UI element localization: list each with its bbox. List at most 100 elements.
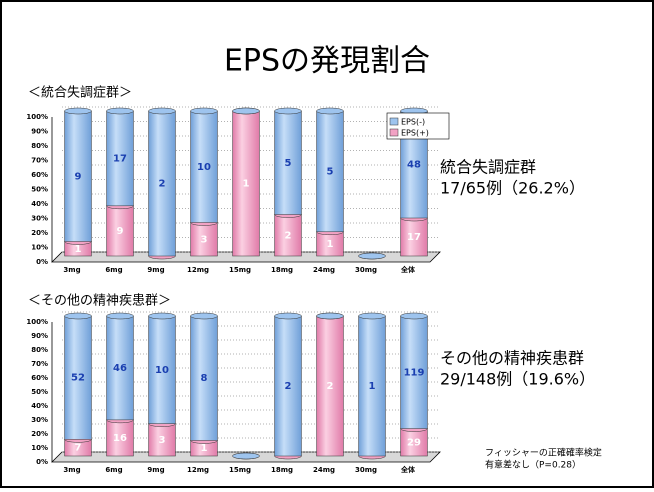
legend-swatch: [389, 117, 399, 126]
y-tick-label: 20%: [31, 430, 48, 438]
x-tick-label: 30mg: [355, 266, 377, 274]
bar-cap: [148, 107, 176, 115]
bar-segment: [316, 231, 344, 257]
legend-swatch: [389, 128, 399, 137]
chart-title: ＜その他の精神疾患群＞: [28, 294, 171, 309]
x-tick-label: 24mg: [313, 266, 335, 274]
y-tick-label: 70%: [31, 360, 48, 368]
annotation: 17/65例（26.2%）: [440, 179, 585, 198]
y-tick-label: 50%: [31, 186, 48, 194]
data-label: 1: [201, 443, 208, 454]
legend-label: EPS(-): [401, 118, 425, 127]
x-tick-label: 15mg: [229, 466, 251, 474]
bar-cap: [232, 107, 260, 115]
y-tick-label: 30%: [31, 215, 48, 223]
bar-segment: [400, 428, 428, 457]
data-label: 3: [201, 234, 208, 245]
bar-cap: [358, 312, 386, 320]
y-tick-label: 60%: [31, 374, 48, 382]
x-tick-label: 3mg: [63, 466, 80, 474]
data-label: 5: [327, 166, 334, 177]
data-label: 1: [369, 381, 376, 392]
annotation: 有意差なし（P=0.28）: [485, 459, 581, 471]
bar-segment: [190, 110, 218, 223]
bar-cap: [400, 312, 428, 320]
bar-cap: [316, 107, 344, 115]
x-tick-label: 全体: [400, 265, 416, 274]
data-label: 1: [75, 244, 82, 255]
data-label: 17: [407, 232, 421, 243]
data-label: 10: [155, 365, 169, 376]
legend-label: EPS(+): [401, 129, 429, 138]
x-tick-label: 24mg: [313, 466, 335, 474]
x-tick-label: 9mg: [147, 266, 164, 274]
bar-cap: [106, 312, 134, 320]
x-tick-label: 12mg: [187, 466, 209, 474]
bar-cap: [148, 312, 176, 320]
data-label: 48: [407, 160, 421, 171]
y-tick-label: 90%: [31, 128, 48, 136]
data-label: 46: [113, 363, 127, 374]
y-tick-label: 10%: [31, 244, 48, 252]
bar-cap: [106, 107, 134, 115]
data-label: 10: [197, 162, 211, 173]
x-tick-label: 30mg: [355, 466, 377, 474]
x-tick-label: 18mg: [271, 266, 293, 274]
y-tick-label: 50%: [31, 388, 48, 396]
bar-segment: [106, 110, 134, 207]
y-tick-label: 0%: [36, 258, 48, 266]
y-tick-label: 30%: [31, 416, 48, 424]
annotation: 統合失調症群: [440, 158, 536, 177]
bar-segment: [400, 315, 428, 429]
x-tick-label: 3mg: [63, 266, 80, 274]
annotation: その他の精神疾患群: [440, 349, 584, 368]
bar-segment: [148, 110, 176, 257]
data-label: 1: [327, 239, 334, 250]
data-label: 2: [327, 381, 334, 392]
bar-cap: [316, 312, 344, 320]
y-tick-label: 100%: [26, 318, 48, 326]
bar-segment: [190, 222, 218, 257]
y-tick-label: 10%: [31, 444, 48, 452]
bar-segment: [148, 315, 176, 424]
y-tick-label: 0%: [36, 458, 48, 466]
bar-cap: [190, 107, 218, 115]
data-label: 29: [407, 437, 421, 448]
data-label: 52: [71, 373, 85, 384]
data-label: 1: [243, 179, 250, 190]
bar-cap: [64, 312, 92, 320]
y-tick-label: 70%: [31, 157, 48, 165]
x-tick-label: 6mg: [105, 466, 122, 474]
bar-cap: [190, 312, 218, 320]
y-tick-label: 40%: [31, 402, 48, 410]
data-label: 8: [201, 373, 208, 384]
x-tick-label: 6mg: [105, 266, 122, 274]
bar-cap: [274, 312, 302, 320]
y-tick-label: 90%: [31, 332, 48, 340]
chart-title: ＜統合失調症群＞: [28, 86, 132, 101]
bar-segment: [316, 110, 344, 233]
x-tick-label: 12mg: [187, 266, 209, 274]
data-label: 17: [113, 153, 127, 164]
x-tick-label: 全体: [400, 465, 416, 474]
x-tick-label: 15mg: [229, 266, 251, 274]
annotation: 29/148例（19.6%）: [440, 370, 595, 389]
bar-segment: [148, 423, 176, 457]
bar-segment: [64, 315, 92, 440]
data-label: 3: [159, 435, 166, 446]
bar-segment: [274, 110, 302, 215]
y-tick-label: 60%: [31, 171, 48, 179]
bar-segment: [316, 315, 344, 457]
data-label: 5: [285, 158, 292, 169]
bar-segment: [400, 217, 428, 257]
data-label: 2: [159, 179, 166, 190]
bar-cap: [274, 107, 302, 115]
data-label: 2: [285, 381, 292, 392]
bar-segment: [274, 315, 302, 457]
y-tick-label: 80%: [31, 346, 48, 354]
x-tick-label: 18mg: [271, 466, 293, 474]
y-tick-label: 100%: [26, 113, 48, 121]
data-label: 16: [113, 433, 127, 444]
bar-segment: [106, 205, 134, 257]
